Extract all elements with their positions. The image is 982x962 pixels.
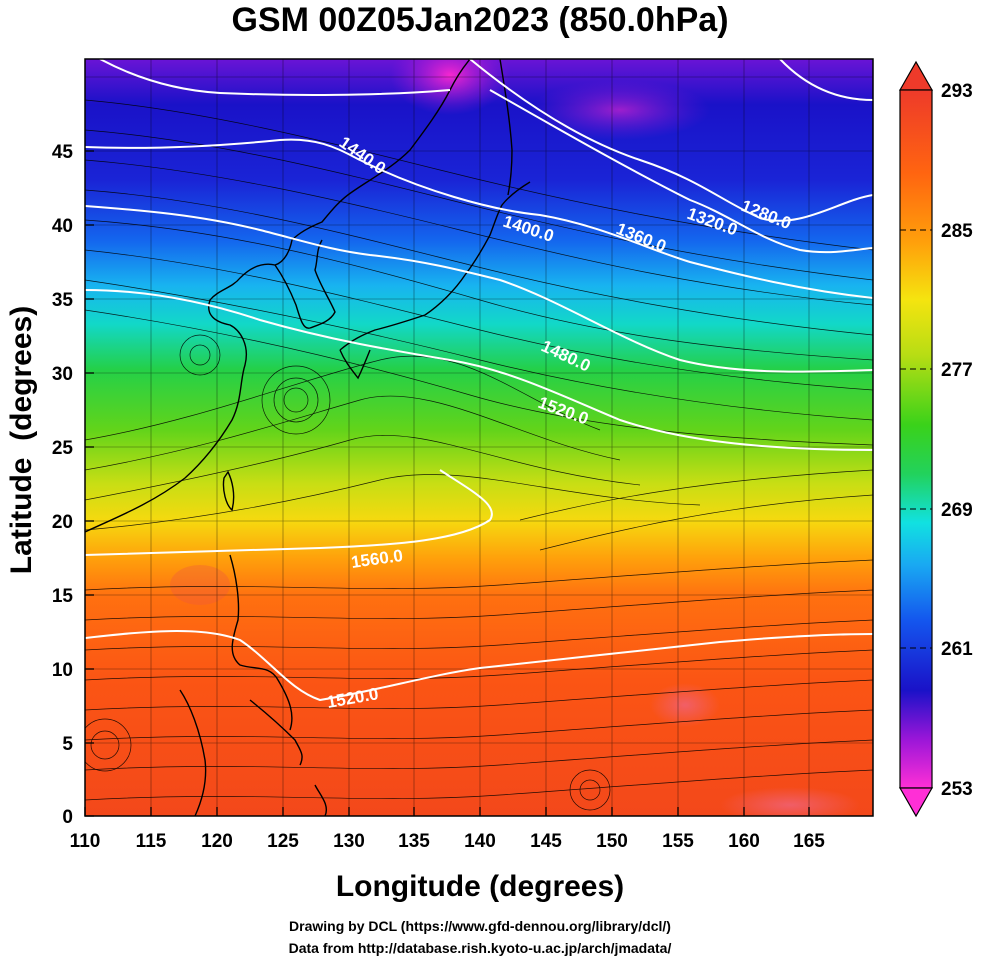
borneo-coast [179,689,207,816]
colorbar-body [899,89,933,789]
asia-coast [85,59,471,533]
x-tick-label: 145 [530,831,562,852]
x-tick-label: 130 [333,831,365,852]
x-axis [84,807,810,816]
coastlines [85,59,531,816]
x-tick-label: 140 [464,831,496,852]
colorbar-label: 293 [941,81,973,102]
colorbar-top-arrow [898,60,934,91]
footer-credit-data: Data from http://database.rish.kyoto-u.a… [288,940,672,956]
colorbar-label: 269 [941,500,973,521]
x-axis-label: Longitude (degrees) [336,870,624,903]
chart-title: GSM 00Z05Jan2023 (850.0hPa) [231,1,729,39]
y-axis [85,150,94,817]
philippines-south [249,699,303,766]
colorbar-label: 261 [941,639,973,660]
x-tick-label: 115 [136,831,167,852]
cold-core-east [530,80,710,140]
y-tick-label: 20 [52,512,73,533]
colorbar-label: 277 [941,360,973,381]
footer-credit-drawing: Drawing by DCL (https://www.gfd-dennou.o… [289,918,671,934]
colorbar-label: 285 [941,221,973,242]
cold-core [390,59,510,115]
y-tick-label: 0 [62,807,73,828]
warm-spot-sw [170,565,230,605]
x-tick-label: 150 [596,831,628,852]
plot-frame [84,58,874,817]
y-tick-label: 35 [52,290,74,311]
y-tick-label: 15 [52,586,74,607]
y-tick-label: 25 [52,438,74,459]
x-tick-label: 155 [662,831,694,852]
x-tick-label: 160 [728,831,760,852]
y-axis-label: Latitude (degrees) [5,306,38,574]
x-tick-label: 125 [267,831,299,852]
sulawesi-coast [314,784,327,816]
wind-streamlines [85,99,873,811]
x-tick-label: 165 [793,831,825,852]
grid-lines [85,59,873,816]
japan-coast [339,181,531,351]
y-tick-label: 30 [52,364,73,385]
y-tick-label: 10 [52,660,73,681]
y-tick-label: 40 [52,216,73,237]
x-tick-label: 110 [70,831,101,852]
x-tick-label: 120 [201,831,233,852]
y-tick-label: 45 [52,142,74,163]
korea-coast [274,239,336,329]
kyushu-coast [339,349,371,380]
taiwan-coast [222,470,235,512]
x-tick-labels: 110 115 120 125 130 135 140 145 150 155 … [70,831,826,852]
colorbar-label: 253 [941,779,973,800]
map-plot: 1280.0 1320.0 1360.0 1400.0 1440.0 1480.… [85,59,873,816]
height-contours [85,59,873,702]
y-tick-label: 5 [62,734,73,755]
warm-spot [650,683,720,727]
x-tick-label: 135 [398,831,430,852]
temperature-shading [85,59,873,816]
y-tick-labels: 0 5 10 15 20 25 30 35 40 45 [52,142,74,828]
colorbar: 293 285 277 269 261 253 [898,60,973,818]
warm-spot-south [720,787,860,816]
colorbar-bottom-arrow [898,787,934,818]
luzon-coast [229,554,293,731]
sakhalin-coast [499,59,513,196]
